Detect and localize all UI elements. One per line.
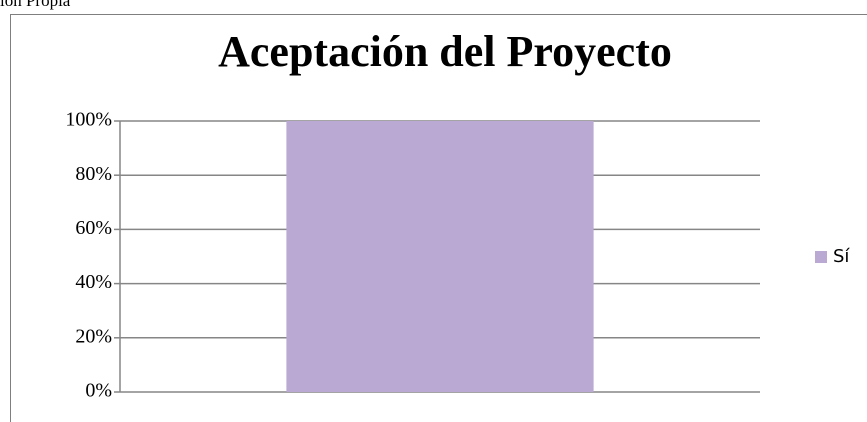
- y-tick-label: 100%: [65, 109, 112, 131]
- source-note: ión Propia: [0, 0, 71, 10]
- y-tick-label: 0%: [85, 380, 112, 402]
- chart-title: Aceptación del Proyecto: [218, 27, 672, 76]
- legend-label: Sí: [833, 246, 850, 267]
- y-tick-label: 60%: [75, 217, 112, 239]
- y-tick-label: 40%: [75, 271, 112, 293]
- y-tick-label: 80%: [75, 163, 112, 185]
- legend-swatch: [815, 251, 827, 263]
- y-tick-label: 20%: [75, 325, 112, 347]
- bar: [286, 121, 594, 392]
